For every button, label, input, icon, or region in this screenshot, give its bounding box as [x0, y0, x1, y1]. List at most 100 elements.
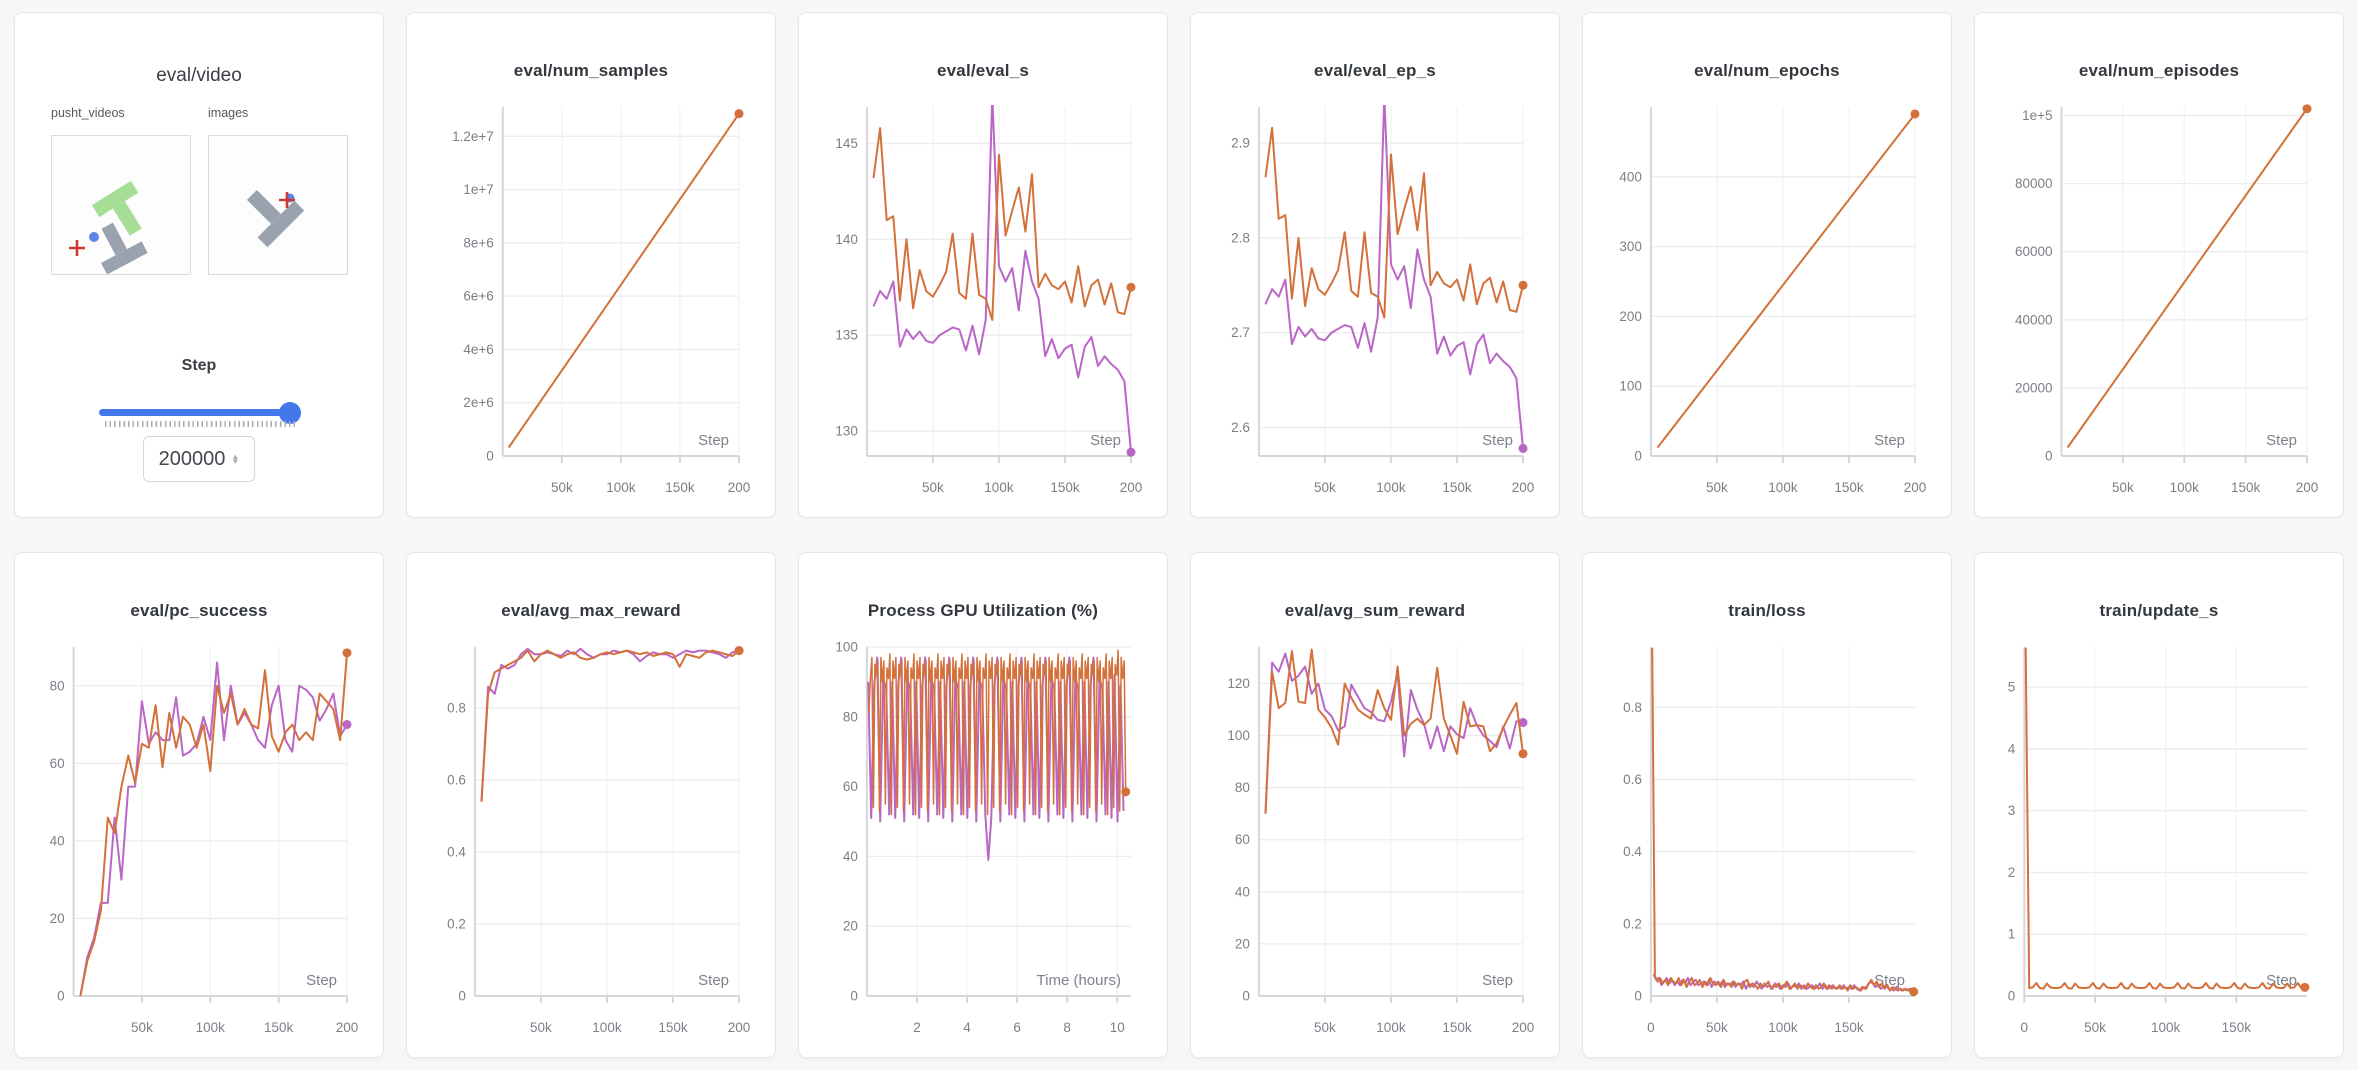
svg-text:60000: 60000 [2015, 244, 2053, 259]
svg-text:100: 100 [1227, 728, 1250, 743]
chart-eval-eval-s[interactable]: 50k 100k 150k 200 130 135 140 145 Step [799, 13, 1167, 517]
svg-text:0: 0 [1242, 989, 1250, 1004]
svg-text:80: 80 [843, 709, 858, 724]
svg-text:0.2: 0.2 [447, 917, 466, 932]
svg-text:0.6: 0.6 [447, 773, 466, 788]
step-slider-tickmarks [105, 421, 295, 427]
step-slider-track[interactable] [99, 401, 301, 424]
svg-text:200: 200 [728, 1020, 751, 1035]
chart-title: Process GPU Utilization (%) [867, 601, 1099, 620]
svg-text:0: 0 [458, 989, 466, 1004]
panel-eval-num-samples: eval/num_samples 50k 100k 150k 200 0 2e+6 4e+6… [406, 12, 776, 518]
step-value-input[interactable]: 200000 ▲ ▼ [143, 436, 255, 482]
step-value: 200000 [158, 447, 226, 470]
pusht-target-cross [69, 240, 85, 256]
svg-text:Step: Step [1482, 972, 1513, 989]
svg-text:6e+6: 6e+6 [463, 289, 493, 304]
svg-text:2.8: 2.8 [1231, 230, 1250, 245]
step-slider-thumb[interactable] [279, 401, 301, 424]
svg-text:200: 200 [1512, 480, 1535, 495]
svg-text:100: 100 [1619, 379, 1642, 394]
svg-text:80: 80 [50, 678, 65, 693]
svg-text:200: 200 [1120, 480, 1143, 495]
chart-eval-num-episodes[interactable]: 50k 100k 150k 200 0 20000 40000 60000 80000 1e+5 S… [1975, 13, 2343, 517]
svg-text:0: 0 [1634, 449, 1642, 464]
panel-train-update-s: train/update_s 0 50k 100k 150k 0 1 2 3 4 5 Step [1974, 552, 2344, 1058]
chart-title: train/update_s [2099, 601, 2219, 620]
svg-text:100k: 100k [2151, 1020, 2181, 1035]
images-target-cross [279, 192, 295, 208]
chart-title: eval/avg_max_reward [501, 601, 681, 620]
svg-text:1: 1 [2008, 927, 2016, 942]
svg-text:2: 2 [913, 1020, 921, 1035]
svg-text:Step: Step [698, 972, 729, 989]
svg-text:400: 400 [1619, 169, 1642, 184]
svg-text:2: 2 [2008, 865, 2016, 880]
chart-title: eval/pc_success [130, 601, 268, 620]
svg-text:135: 135 [835, 328, 858, 343]
svg-text:1e+7: 1e+7 [463, 182, 493, 197]
svg-text:150k: 150k [1442, 480, 1472, 495]
svg-text:200: 200 [2296, 480, 2319, 495]
svg-text:0.2: 0.2 [1623, 916, 1642, 931]
svg-text:4: 4 [963, 1020, 971, 1035]
svg-text:0.6: 0.6 [1623, 772, 1642, 787]
chart-eval-avg-sum-reward[interactable]: 50k 100k 150k 200 0 20 40 60 80 100 120 Step [1191, 553, 1559, 1057]
svg-text:8e+6: 8e+6 [463, 235, 493, 250]
svg-text:300: 300 [1619, 239, 1642, 254]
chart-eval-eval-ep-s[interactable]: 50k 100k 150k 200 2.6 2.7 2.8 2.9 Step [1191, 13, 1559, 517]
chart-title: eval/eval_s [936, 61, 1029, 80]
svg-text:200: 200 [1904, 480, 1927, 495]
svg-text:200: 200 [1619, 309, 1642, 324]
svg-text:100k: 100k [1768, 480, 1798, 495]
svg-text:Step: Step [1874, 432, 1905, 449]
images-block-t-shape [246, 189, 305, 248]
svg-text:40: 40 [843, 849, 858, 864]
svg-text:20: 20 [843, 919, 858, 934]
chart-title: train/loss [1728, 601, 1806, 620]
svg-text:2.7: 2.7 [1231, 325, 1250, 340]
panel-eval-num-episodes: eval/num_episodes 50k 100k 150k 200 0 20000 40… [1974, 12, 2344, 518]
media-thumbnail-pusht-videos[interactable] [51, 135, 191, 275]
svg-text:Step: Step [2266, 432, 2297, 449]
svg-text:60: 60 [1235, 832, 1250, 847]
svg-text:50k: 50k [1706, 1020, 1728, 1035]
svg-text:10: 10 [1110, 1020, 1125, 1035]
media-panel-title: eval/video [156, 65, 242, 86]
svg-text:140: 140 [835, 232, 858, 247]
svg-text:50k: 50k [2084, 1020, 2106, 1035]
svg-text:1e+5: 1e+5 [2022, 108, 2052, 123]
svg-text:0: 0 [2021, 1020, 2029, 1035]
svg-text:5: 5 [2008, 680, 2016, 695]
svg-text:20: 20 [50, 911, 65, 926]
svg-text:200: 200 [1512, 1020, 1535, 1035]
svg-text:2e+6: 2e+6 [463, 395, 493, 410]
step-slider-label: Step [181, 357, 217, 374]
svg-text:0: 0 [486, 449, 494, 464]
svg-text:200: 200 [728, 480, 751, 495]
chart-eval-pc-success[interactable]: 50k 100k 150k 200 0 20 40 60 80 Step [15, 553, 383, 1057]
pusht-block-t-shape [100, 222, 148, 274]
svg-text:100k: 100k [592, 1020, 622, 1035]
svg-text:6: 6 [1013, 1020, 1021, 1035]
svg-text:150k: 150k [1834, 1020, 1864, 1035]
svg-text:8: 8 [1063, 1020, 1071, 1035]
chart-eval-num-epochs[interactable]: 50k 100k 150k 200 0 100 200 300 400 Step [1583, 13, 1951, 517]
chart-title: eval/num_episodes [2078, 61, 2240, 80]
chart-eval-num-samples[interactable]: 50k 100k 150k 200 0 2e+6 4e+6 6e+6 8e+6 1e+7 1.2e+… [407, 13, 775, 517]
media-thumbnail-images[interactable] [208, 135, 348, 275]
svg-text:4e+6: 4e+6 [463, 342, 493, 357]
stepper-arrows-icon[interactable]: ▲ ▼ [231, 452, 240, 466]
svg-text:Step: Step [1482, 432, 1513, 449]
svg-text:0.4: 0.4 [447, 845, 466, 860]
svg-text:50k: 50k [131, 1020, 153, 1035]
pusht-agent-dot [89, 232, 99, 242]
svg-text:0: 0 [1634, 989, 1642, 1004]
svg-text:100k: 100k [1768, 1020, 1798, 1035]
panel-process-gpu-utilization: Process GPU Utilization (%) 2 4 6 8 10 0 20 40 6… [798, 552, 1168, 1058]
chart-eval-avg-max-reward[interactable]: 50k 100k 150k 200 0 0.2 0.4 0.6 0.8 Step [407, 553, 775, 1057]
